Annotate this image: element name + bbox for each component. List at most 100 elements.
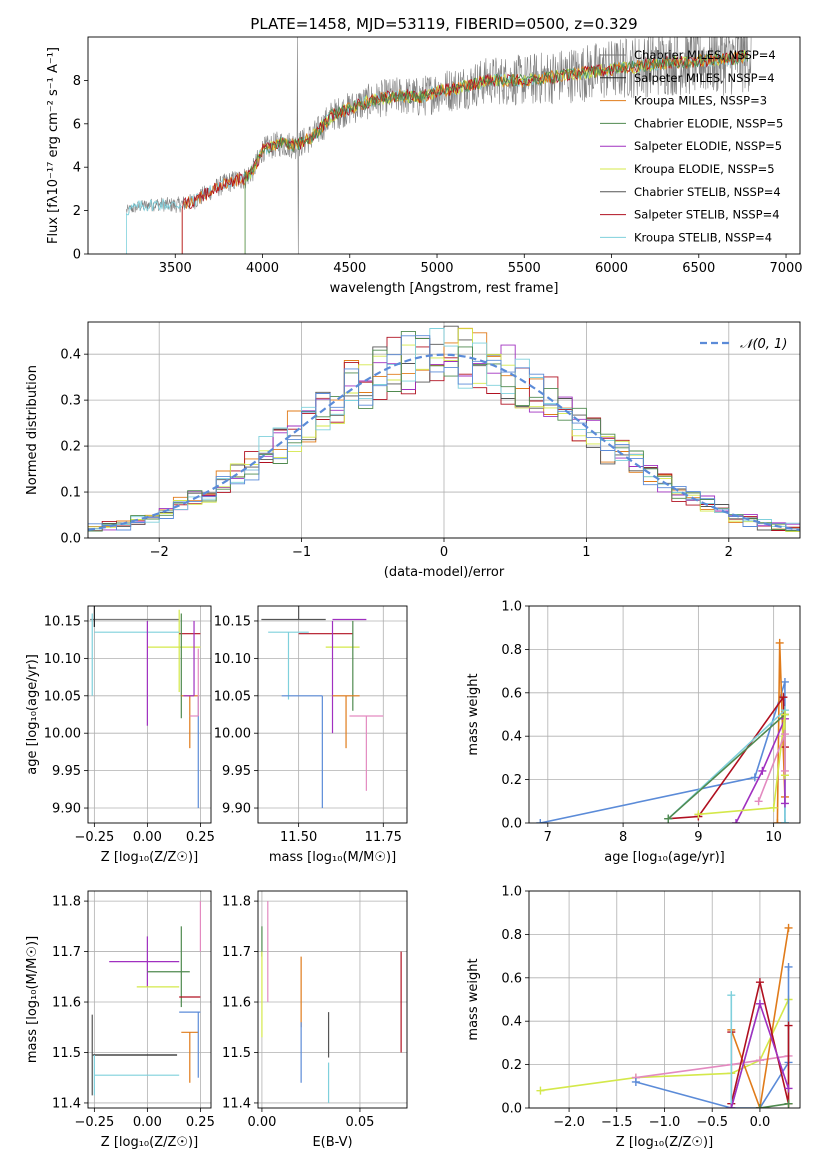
errorbar-point-12 <box>189 648 199 717</box>
y-tick-label: 0.2 <box>501 773 522 788</box>
y-tick-label: 0.2 <box>501 1058 522 1073</box>
y-tick-label: 10.15 <box>44 614 81 629</box>
y-tick-label: 11.5 <box>52 1046 81 1061</box>
y-tick-label: 11.5 <box>222 1046 251 1061</box>
axes-frame <box>87 36 801 255</box>
plot-area <box>536 923 793 1108</box>
weight-marker <box>727 1104 736 1108</box>
weight-marker <box>784 1084 793 1093</box>
y-tick-label: 2 <box>73 204 81 219</box>
residual-histogram-8 <box>88 335 800 531</box>
weight-marker <box>769 803 778 812</box>
weight-marker <box>773 819 782 823</box>
legend-entry: 𝒩(0, 1) <box>740 337 787 352</box>
x-tick-label: −1 <box>292 545 311 560</box>
y-axis-label: mass weight <box>466 673 481 755</box>
y-axis-label: mass [log₁₀(M/M☉)] <box>25 936 40 1063</box>
weight-line-1 <box>540 681 786 823</box>
x-tick-label: −0.25 <box>74 830 114 845</box>
errorbar-point-9 <box>181 695 199 749</box>
y-tick-label: 10.05 <box>214 689 251 704</box>
axes-frame <box>257 605 408 824</box>
weight-marker <box>755 1056 764 1065</box>
weight-marker <box>536 819 545 823</box>
x-tick-label: 0 <box>440 545 448 560</box>
weight-marker <box>780 819 789 823</box>
errorbar-point-10 <box>349 715 384 791</box>
y-tick-label: 9.95 <box>52 764 81 779</box>
legend-entry: Salpeter MILES, NSSP=4 <box>634 71 775 85</box>
y-tick-label: 9.90 <box>52 802 81 817</box>
x-tick-label: 11.75 <box>365 830 402 845</box>
errorbar-point-7 <box>181 1031 199 1083</box>
y-tick-label: 0.8 <box>501 928 522 943</box>
mass-vs-metallicity-panel: −0.25 0.00 0.25 11.4 11.5 11.6 11.7 11.8 Z [log₁… <box>25 890 215 1150</box>
model-spectrum-4 <box>181 49 748 254</box>
errorbar-point-1 <box>261 606 326 621</box>
y-tick-label: 4 <box>73 161 81 176</box>
weight-marker <box>694 810 703 819</box>
y-tick-label: 1.0 <box>501 885 522 900</box>
weight-marker <box>755 999 764 1008</box>
weight-marker <box>750 773 759 782</box>
mass-vs-ebv-panel: 0.00 0.05 11.4 11.5 11.6 11.7 11.8 E(B-V) <box>222 890 408 1150</box>
x-axis-label: Z [log₁₀(Z/Z☉)] <box>101 850 198 865</box>
age-vs-metallicity-panel: −0.25 0.00 0.25 9.90 9.95 10.00 10.05 10.10 10.1… <box>25 605 215 865</box>
errorbar-point-1 <box>109 936 180 987</box>
x-tick-label: −0.5 <box>696 1115 728 1130</box>
y-tick-label: 0.0 <box>501 1102 522 1117</box>
y-tick-label: 8 <box>73 74 81 89</box>
y-tick-label: 0.0 <box>501 817 522 832</box>
x-tick-label: 0.00 <box>133 830 162 845</box>
legend-entry: Chabrier STELIB, NSSP=4 <box>634 185 781 199</box>
x-tick-label: 9 <box>694 830 702 845</box>
x-tick-label: −1.5 <box>601 1115 633 1130</box>
y-tick-label: 11.6 <box>222 996 251 1011</box>
x-tick-label: 0.25 <box>186 1115 215 1130</box>
weight-marker <box>664 814 673 823</box>
x-axis-label: mass [log₁₀(M/M☉)] <box>269 850 396 865</box>
axes-frame <box>87 321 801 539</box>
x-tick-label: 6500 <box>682 261 715 276</box>
x-tick-label: 10 <box>765 830 782 845</box>
x-tick-label: 1 <box>582 545 590 560</box>
weight-marker <box>784 962 793 971</box>
weight-marker <box>784 1021 793 1030</box>
weight-vs-age-panel: 7 8 9 10 0.0 0.2 0.4 0.6 0.8 1.0 age [log₁₀(age/yr… <box>466 600 801 865</box>
legend-entry: Chabrier MILES, NSSP=4 <box>634 48 776 62</box>
plot-area <box>88 325 800 533</box>
weight-line-4 <box>730 927 790 1108</box>
y-tick-label: 10.05 <box>44 689 81 704</box>
weight-marker <box>784 923 793 932</box>
y-tick-label: 11.4 <box>52 1096 81 1111</box>
residuals-panel: −2 −1 0 1 2 0.0 0.1 0.2 0.3 0.4 (data-model)/error… <box>25 321 801 580</box>
y-tick-label: 10.10 <box>44 652 81 667</box>
weight-marker <box>780 766 789 775</box>
x-tick-label: 5500 <box>508 261 541 276</box>
y-tick-label: 11.7 <box>222 945 251 960</box>
residual-histogram-4 <box>88 337 800 532</box>
plot-area <box>261 901 402 1103</box>
legend-entry: Salpeter ELODIE, NSSP=5 <box>634 139 782 153</box>
y-tick-label: 11.8 <box>52 895 81 910</box>
x-tick-label: 3500 <box>159 261 192 276</box>
weight-marker <box>754 797 763 806</box>
weight-marker <box>775 638 784 647</box>
weight-line-2 <box>635 1055 789 1079</box>
age-vs-mass-panel: 11.50 11.75 9.90 9.95 10.00 10.05 10.10 10.15 ma… <box>214 605 408 865</box>
y-tick-label: 6 <box>73 117 81 132</box>
residual-histogram-1 <box>88 327 800 531</box>
errorbar-point-9 <box>281 695 323 809</box>
y-tick-label: 0.8 <box>501 643 522 658</box>
x-axis-label: Z [log₁₀(Z/Z☉)] <box>101 1135 198 1150</box>
y-tick-label: 0.2 <box>60 440 81 455</box>
y-axis-label: age [log₁₀(age/yr)] <box>25 654 40 775</box>
errorbar-point-8 <box>332 695 360 749</box>
weight-marker <box>758 766 767 775</box>
y-tick-label: 0.3 <box>60 394 81 409</box>
x-tick-label: 2 <box>725 545 733 560</box>
axes-frame <box>528 890 801 1109</box>
legend-entry: Salpeter STELIB, NSSP=4 <box>634 208 780 222</box>
weight-marker <box>755 1104 764 1108</box>
x-tick-label: −2.0 <box>553 1115 585 1130</box>
